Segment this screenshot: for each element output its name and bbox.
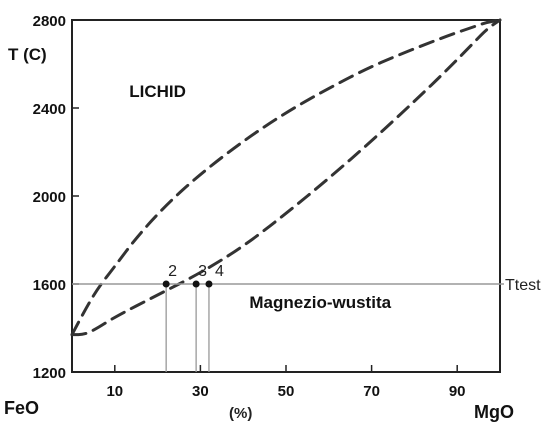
- data-point: [162, 280, 170, 288]
- solidus-curve: [70, 18, 502, 337]
- x-tick-label: 30: [192, 383, 209, 400]
- x-tick-label: 10: [106, 383, 123, 400]
- regions-group: LICHID Magnezio-wustita: [129, 82, 391, 312]
- x-axis-left-label: FeO: [4, 398, 39, 418]
- liquidus-curve: [70, 18, 502, 337]
- x-tick-label: 50: [278, 383, 295, 400]
- x-tick-label: 70: [363, 383, 380, 400]
- point-label: 3: [198, 263, 207, 280]
- x-axis-ticks: 10 30 50 70 90: [106, 365, 466, 400]
- y-tick-label: 1600: [33, 277, 66, 294]
- point-label: 2: [168, 263, 177, 280]
- y-axis-label: T (C): [8, 45, 47, 64]
- points-group: 2 3 4-: [162, 262, 224, 372]
- y-tick-label: 2400: [33, 101, 66, 118]
- reference-line-group: Ttest: [72, 277, 541, 294]
- y-tick-label: 2800: [33, 13, 66, 30]
- x-axis-label: (%): [229, 405, 252, 422]
- point-label: 4: [215, 263, 224, 280]
- region-label: LICHID: [129, 82, 186, 101]
- y-tick-label: 2000: [33, 189, 66, 206]
- reference-line-label: Ttest: [505, 277, 541, 294]
- x-tick-label: 90: [449, 383, 466, 400]
- y-tick-label: 1200: [33, 365, 66, 382]
- plot-frame-group: [71, 19, 501, 373]
- x-axis-right-label: MgO: [474, 402, 514, 422]
- curves: [70, 18, 502, 337]
- data-point: [205, 280, 213, 288]
- data-point: [192, 280, 200, 288]
- region-label: Magnezio-wustita: [249, 293, 391, 312]
- plot-frame: [71, 19, 501, 373]
- y-axis-ticks: 1200 1600 2000 2400 2800: [33, 13, 79, 382]
- point-label-separator: -: [202, 262, 207, 278]
